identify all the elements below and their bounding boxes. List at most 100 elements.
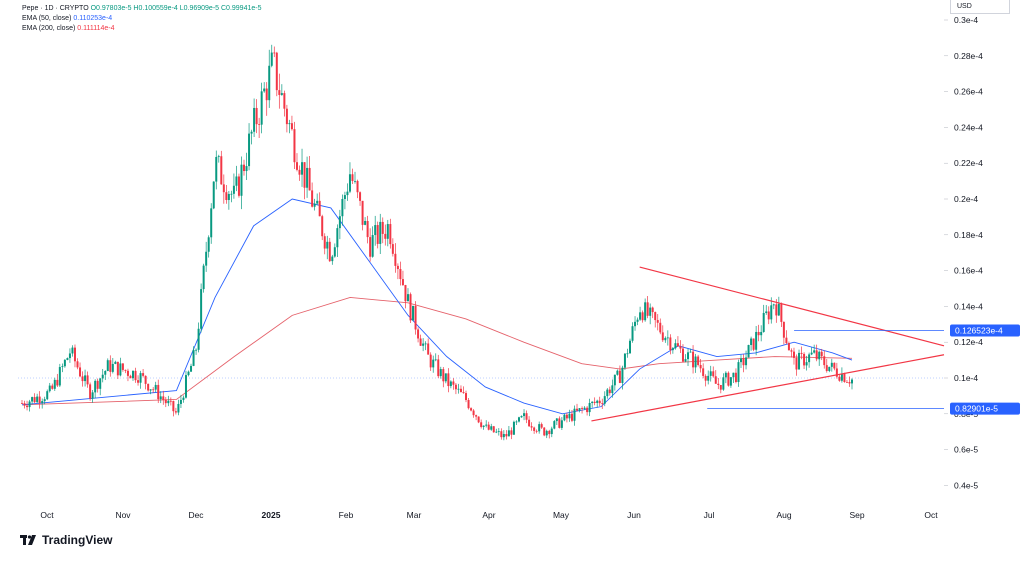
candle-body: [510, 430, 513, 435]
candle-body: [404, 285, 407, 302]
candle-body: [772, 304, 775, 306]
candle-body: [588, 403, 591, 413]
candle-body: [583, 407, 586, 410]
candle-body: [835, 368, 838, 377]
legend-ema200-row[interactable]: EMA (200, close) 0.111114e-4: [22, 24, 261, 34]
candle-body: [33, 397, 36, 403]
candle-body: [830, 362, 833, 367]
resistance-price-tag: [950, 324, 1020, 337]
candle-body: [51, 385, 54, 389]
tradingview-brand[interactable]: TradingView: [20, 533, 112, 547]
candle-body: [104, 371, 107, 375]
candle-body: [704, 375, 707, 381]
candle-body: [53, 379, 56, 389]
candle-body: [646, 302, 649, 316]
candle-body: [157, 384, 160, 400]
candle-body: [576, 408, 579, 411]
candle-body: [21, 403, 23, 404]
candle-body: [359, 192, 362, 201]
candle-body: [671, 348, 674, 351]
candle-body: [734, 372, 737, 382]
upper-trendline[interactable]: [639, 266, 945, 347]
y-tick-label: 0.12e-4: [954, 337, 983, 347]
candle-body: [454, 384, 457, 390]
candle-body: [792, 351, 795, 358]
candle-body: [427, 343, 430, 355]
candle-body: [578, 408, 581, 411]
candle-body: [500, 431, 503, 438]
candle-body: [724, 372, 727, 378]
candle-body: [321, 216, 324, 237]
candle-body: [61, 366, 64, 368]
candle-body: [596, 400, 599, 403]
legend-ema200-value: 0.111114e-4: [77, 25, 115, 32]
candle-body: [757, 331, 760, 336]
candle-body: [202, 265, 205, 290]
candle-body: [293, 129, 296, 163]
candle-body: [449, 381, 452, 387]
candle-body: [316, 200, 319, 204]
candle-body: [457, 388, 460, 390]
candle-body: [215, 156, 218, 182]
candle-body: [654, 312, 657, 321]
candle-body: [808, 354, 811, 363]
candle-body: [810, 352, 813, 355]
legend-ema50-value: 0.110253e-4: [73, 15, 113, 22]
x-tick-label: Oct: [924, 510, 938, 520]
candle-body: [278, 90, 281, 95]
candle-body: [207, 237, 210, 252]
candle-body: [364, 220, 367, 225]
candle-body: [255, 107, 258, 125]
candle-body: [225, 192, 228, 201]
candle-body: [154, 384, 157, 390]
candle-body: [570, 413, 573, 421]
candle-body: [805, 362, 808, 366]
candle-body: [132, 370, 135, 379]
y-tick-label: 0.28e-4: [954, 51, 983, 61]
legend-title: Pepe · 1D · CRYPTO: [22, 5, 89, 12]
candle-body: [220, 156, 223, 185]
candle-body: [308, 167, 311, 191]
candle-body: [306, 167, 309, 188]
candle-body: [739, 358, 742, 363]
y-tick-label: 0.6e-5: [954, 445, 978, 455]
candle-body: [41, 401, 44, 404]
candle-body: [63, 359, 66, 367]
candle-body: [36, 396, 39, 403]
candle-body: [470, 408, 473, 411]
candle-body: [813, 350, 816, 353]
candle-body: [800, 352, 803, 354]
candle-body: [785, 337, 788, 344]
candle-body: [495, 431, 498, 433]
candle-body: [227, 194, 230, 201]
y-tick-label: 0.22e-4: [954, 158, 983, 168]
lower-trendline[interactable]: [591, 354, 945, 422]
candle-body: [820, 351, 823, 357]
candle-body: [182, 397, 185, 400]
candle-body: [399, 269, 402, 280]
candle-body: [666, 337, 669, 339]
candle-body: [96, 380, 99, 389]
candle-body: [798, 352, 801, 370]
candle-body: [351, 174, 354, 181]
candle-body: [621, 367, 624, 383]
currency-selector[interactable]: USD: [950, 0, 1010, 14]
candle-body: [644, 302, 647, 321]
candle-body: [268, 65, 271, 101]
candle-body: [681, 348, 684, 362]
candle-body: [639, 312, 642, 320]
candle-body: [750, 338, 753, 345]
candle-body: [328, 241, 331, 262]
candle-body: [520, 416, 523, 418]
candle-body: [84, 375, 87, 382]
candle-body: [548, 430, 551, 435]
candle-body: [144, 375, 147, 384]
legend-ema50-row[interactable]: EMA (50, close) 0.110253e-4: [22, 14, 261, 24]
candle-body: [303, 162, 306, 188]
candle-body: [437, 359, 440, 377]
candle-body: [369, 237, 372, 257]
candle-body: [341, 199, 344, 217]
x-tick-label: 2025: [262, 510, 281, 520]
x-tick-label: Dec: [188, 510, 204, 520]
